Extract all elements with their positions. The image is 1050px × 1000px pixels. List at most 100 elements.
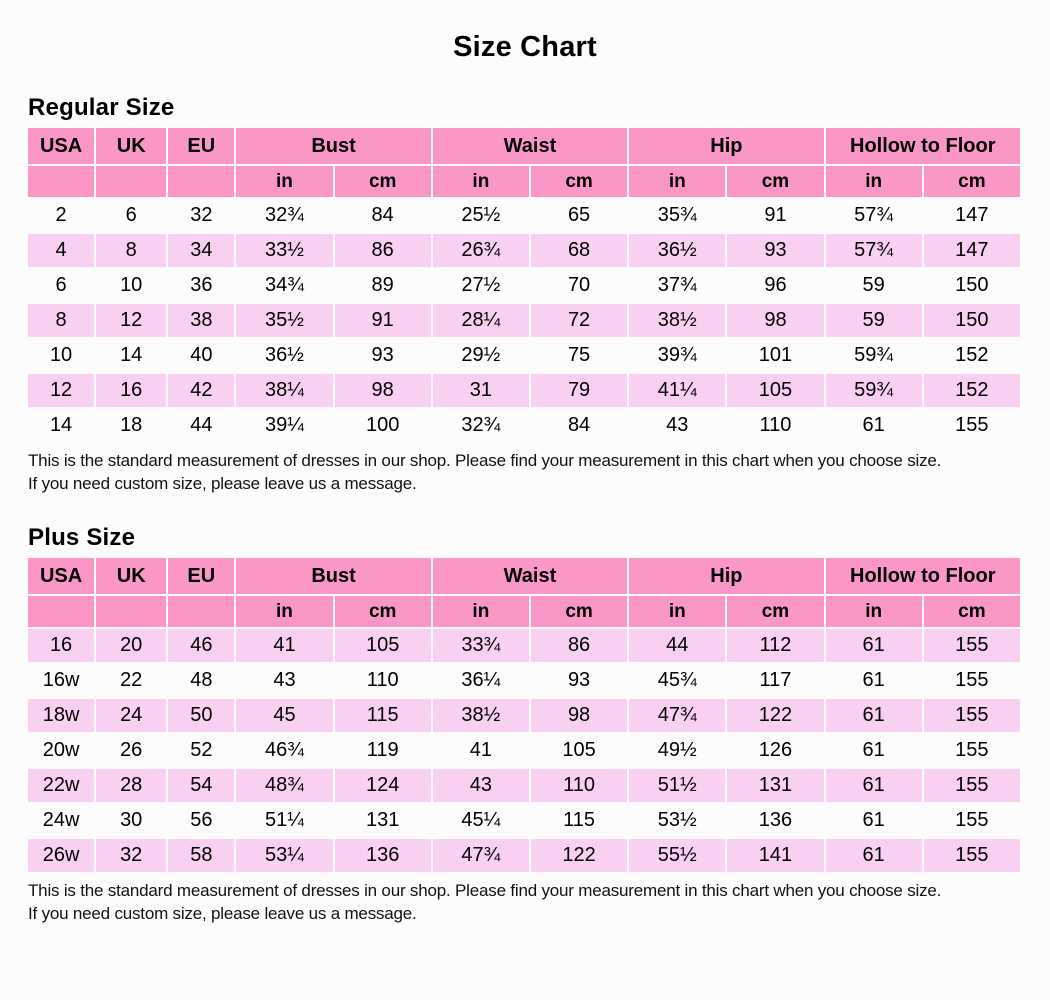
cell-eu: 48 (190, 669, 213, 692)
cell-waist-cm: 98 (530, 699, 628, 733)
cell-hip-in: 41¼ (629, 374, 726, 407)
cell-bust-cm: 119 (366, 739, 399, 762)
cell-hip-in: 45¾ (657, 669, 697, 692)
plus-size-note: This is the standard measurement of dres… (28, 880, 1022, 925)
cell-waist-cm: 122 (530, 839, 628, 873)
cell-bust-in: 43 (273, 669, 296, 692)
column-header-hollow-to-floor: Hollow to Floor (825, 128, 1020, 164)
cell-usa: 26w (28, 839, 95, 873)
unit-header-bust-in: in (236, 596, 333, 628)
cell-hollow-to-floor-cm: 150 (923, 304, 1020, 337)
cell-hip-in: 43 (666, 414, 689, 436)
unit-header-waist-cm: cm (530, 596, 628, 628)
cell-hip-in: 36½ (629, 234, 726, 267)
cell-bust-cm: 98 (334, 374, 431, 407)
cell-hollow-to-floor-cm: 147 (923, 234, 1020, 267)
unit-header-hip-cm: cm (727, 596, 824, 628)
cell-uk: 12 (96, 304, 167, 337)
cell-hollow-to-floor-in: 61 (825, 769, 922, 803)
cell-hollow-to-floor-cm: 155 (955, 809, 989, 832)
plus-note-line2: If you need custom size, please leave us… (28, 903, 417, 923)
column-header-bust: Bust (236, 128, 431, 164)
unit-header-waist-cm: cm (530, 166, 628, 197)
cell-waist-in: 25½ (461, 204, 501, 226)
cell-waist-in: 45¼ (461, 809, 501, 832)
cell-waist-in: 36¼ (461, 669, 501, 692)
cell-waist-in: 26¾ (432, 234, 529, 267)
unit-header-hip-in: in (629, 596, 726, 628)
cell-eu: 34 (168, 234, 235, 267)
cell-usa: 16 (28, 629, 95, 663)
cell-hip-cm: 126 (758, 739, 793, 762)
column-header-hollow-to-floor: Hollow to Floor (825, 558, 1020, 595)
cell-bust-cm: 100 (365, 414, 400, 436)
cell-uk: 28 (96, 769, 167, 803)
table-row: 26w 32 58 53¼ 136 47¾ 122 55½ 141 61 155 (28, 839, 1020, 873)
cell-eu: 50 (168, 699, 235, 733)
column-header-waist: Waist (432, 558, 628, 595)
cell-usa: 18w (28, 699, 95, 733)
cell-eu: 32 (190, 204, 213, 226)
regular-note-line2: If you need custom size, please leave us… (28, 473, 417, 493)
cell-hip-in: 37¾ (657, 274, 697, 296)
cell-usa: 16w (42, 669, 80, 692)
cell-hollow-to-floor-cm: 150 (955, 274, 989, 296)
cell-bust-in: 53¼ (236, 839, 333, 873)
cell-bust-in: 48¾ (236, 769, 333, 803)
header-row: USA UK EU Bust Waist Hip Hollow to Floor (28, 128, 1020, 164)
page-title: Size Chart (453, 31, 597, 63)
cell-waist-in: 28¼ (432, 304, 529, 337)
cell-hip-in: 49½ (657, 739, 697, 762)
cell-hollow-to-floor-cm: 155 (923, 629, 1020, 663)
cell-waist-cm: 75 (567, 344, 591, 366)
cell-hip-cm: 131 (727, 769, 824, 803)
cell-waist-in: 41 (469, 739, 492, 762)
regular-size-table: USA UK EU Bust Waist Hip Hollow to Floor in cm in… (26, 126, 1022, 444)
cell-waist-cm: 84 (567, 414, 591, 436)
table-row: 22w 28 54 48¾ 124 43 110 51½ 131 61 155 (28, 769, 1020, 803)
cell-hollow-to-floor-in: 61 (825, 839, 922, 873)
cell-hollow-to-floor-in: 61 (825, 699, 922, 733)
cell-hollow-to-floor-cm: 155 (923, 839, 1020, 873)
cell-uk: 24 (96, 699, 167, 733)
table-row: 14 18 44 39¼ 100 32¾ 84 43 110 61 155 (28, 409, 1020, 442)
table-row: 24w 30 56 51¼ 131 45¼ 115 53½ 136 61 155 (28, 804, 1020, 837)
cell-uk: 6 (125, 204, 137, 226)
column-header-uk: UK (96, 128, 167, 164)
regular-size-section: Regular Size USA UK EU Bust Waist Hip Hollow t… (28, 94, 1022, 495)
cell-waist-in: 32¾ (461, 414, 501, 436)
cell-hollow-to-floor-cm: 152 (955, 344, 989, 366)
cell-bust-cm: 93 (371, 344, 394, 366)
cell-bust-cm: 115 (334, 699, 431, 733)
cell-hollow-to-floor-cm: 155 (955, 414, 989, 436)
cell-waist-cm: 79 (530, 374, 628, 407)
column-header-hip: Hip (629, 558, 824, 595)
unit-header-hip-cm: cm (727, 166, 824, 197)
cell-hollow-to-floor-cm: 155 (955, 739, 989, 762)
cell-bust-cm: 105 (334, 629, 431, 663)
cell-hollow-to-floor-cm: 155 (955, 669, 989, 692)
cell-hip-cm: 105 (727, 374, 824, 407)
cell-bust-in: 35½ (236, 304, 333, 337)
cell-bust-in: 34¾ (265, 274, 304, 296)
cell-bust-in: 38¼ (236, 374, 333, 407)
cell-bust-in: 36½ (265, 344, 304, 366)
cell-usa: 12 (28, 374, 95, 407)
unit-header-hip-in: in (629, 166, 726, 197)
cell-eu: 40 (190, 344, 213, 366)
table-row: 8 12 38 35½ 91 28¼ 72 38½ 98 59 150 (28, 304, 1020, 337)
empty-header-cell-eu (168, 596, 235, 628)
cell-bust-in: 45 (236, 699, 333, 733)
cell-hip-cm: 91 (764, 204, 787, 226)
plus-size-table: USA UK EU Bust Waist Hip Hollow to Floor in cm in… (26, 556, 1022, 874)
cell-eu: 36 (190, 274, 213, 296)
column-header-uk: UK (96, 558, 167, 595)
column-header-eu: EU (168, 558, 235, 595)
cell-hollow-to-floor-in: 61 (862, 414, 885, 436)
cell-hip-cm: 110 (759, 414, 792, 436)
table-row: 10 14 40 36½ 93 29½ 75 39¾ 101 59¾ 152 (28, 339, 1020, 372)
unit-header-bust-in: in (236, 166, 333, 197)
column-header-usa: USA (28, 128, 95, 164)
unit-header-row: in cm in cm in cm in cm (28, 166, 1020, 197)
cell-hollow-to-floor-cm: 147 (955, 204, 989, 226)
